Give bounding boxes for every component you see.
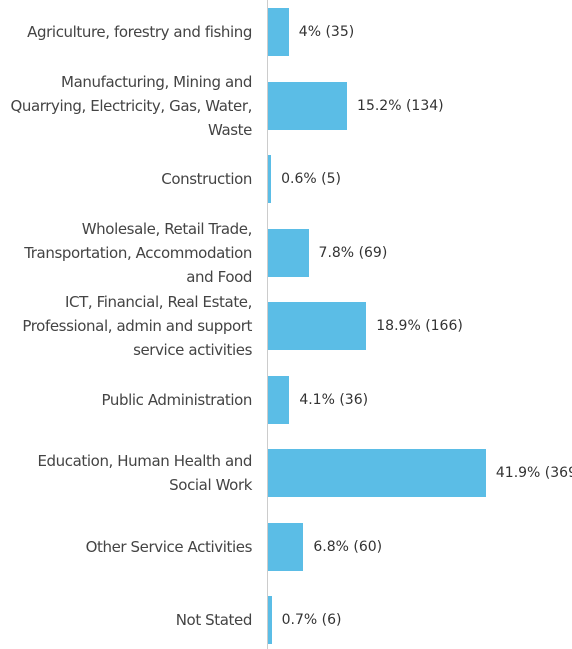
- bar: [268, 228, 309, 277]
- value-label: 41.9% (369): [495, 465, 572, 481]
- bar: [268, 81, 348, 130]
- category-label: ICT, Financial, Real Estate, Professiona…: [22, 293, 252, 359]
- bar: [268, 155, 272, 203]
- category-label: Construction: [161, 170, 252, 188]
- bar: [268, 449, 486, 497]
- value-label: 0.6% (5): [281, 171, 341, 187]
- category-label: Education, Human Health and Social Work: [37, 452, 252, 494]
- category-label: Other Service Activities: [85, 537, 253, 556]
- value-label: 18.9% (166): [376, 318, 463, 334]
- bar: [268, 375, 290, 424]
- bar: [268, 302, 367, 350]
- category-label: Agriculture, forestry and fishing: [27, 23, 252, 41]
- category-label: Not Stated: [175, 611, 253, 629]
- value-label: 4% (35): [298, 24, 355, 40]
- value-label: 7.8% (69): [318, 244, 388, 261]
- value-label: 15.2% (134): [357, 97, 444, 114]
- axis-line: [267, 0, 268, 649]
- value-label: 4.1% (36): [299, 391, 369, 408]
- bar: [268, 8, 289, 56]
- value-label: 6.8% (60): [313, 538, 383, 555]
- category-label: Public Administration: [101, 390, 252, 409]
- bar: [268, 596, 272, 644]
- value-label: 0.7% (6): [281, 612, 342, 628]
- bar: [268, 522, 304, 571]
- category-label: Wholesale, Retail Trade, Transportation,…: [24, 219, 252, 286]
- category-label: Manufacturing, Mining and Quarrying, Ele…: [10, 72, 252, 139]
